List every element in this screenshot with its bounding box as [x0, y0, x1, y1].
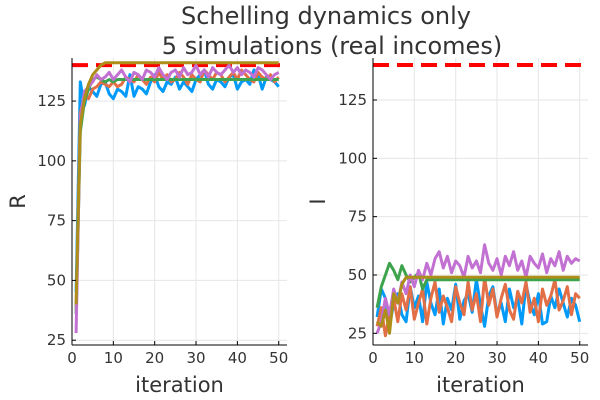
x-tick-label: 40	[228, 349, 247, 367]
chart-title: Schelling dynamics only	[181, 2, 471, 30]
y-tick-label: 100	[338, 149, 367, 167]
x-tick-label: 0	[368, 349, 378, 367]
x-tick-label: 50	[570, 349, 589, 367]
y-tick-label: 125	[37, 92, 66, 110]
y-tick-label: 25	[47, 331, 66, 349]
y-tick-label: 50	[47, 271, 66, 289]
panel-r: 0 10 20 30 40 50 25 50 75 100 125 iteration R	[6, 58, 288, 397]
x-axis-label: iteration	[135, 373, 224, 397]
x-tick-label: 20	[446, 349, 465, 367]
series-line-2	[375, 275, 581, 338]
x-tick-label: 0	[67, 349, 77, 367]
series-line-1	[74, 68, 280, 293]
x-tick-label: 40	[529, 349, 548, 367]
series-line-4	[74, 63, 280, 334]
x-tick-label: 20	[145, 349, 164, 367]
y-tick-label: 50	[348, 266, 367, 284]
y-axis-label: I	[306, 198, 330, 204]
series-line-5	[74, 61, 279, 305]
series-line-2	[74, 68, 280, 310]
y-tick-label: 75	[348, 208, 367, 226]
x-tick-label: 10	[405, 349, 424, 367]
x-tick-label: 10	[104, 349, 123, 367]
y-tick-label: 125	[338, 91, 367, 109]
chart-subtitle: 5 simulations (real incomes)	[162, 32, 502, 60]
y-tick-label: 25	[348, 324, 367, 342]
panel-i: 0 10 20 30 40 50 25 50 75 100 125 iteration I	[306, 58, 589, 397]
y-axis-label: R	[6, 194, 30, 209]
series-line-5	[375, 275, 580, 335]
series-line-3	[74, 75, 279, 314]
x-tick-label: 30	[487, 349, 506, 367]
x-tick-label: 30	[186, 349, 205, 367]
y-tick-label: 100	[37, 152, 66, 170]
y-tick-label: 75	[47, 212, 66, 230]
x-axis-label: iteration	[436, 373, 525, 397]
x-tick-label: 50	[269, 349, 288, 367]
